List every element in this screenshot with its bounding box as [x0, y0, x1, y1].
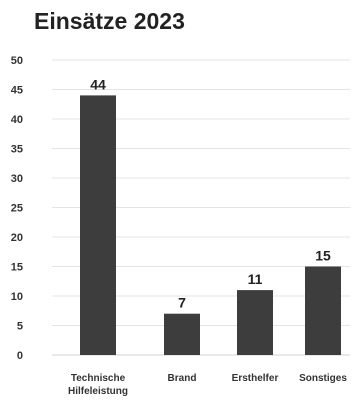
data-label: 11 [248, 271, 263, 287]
x-tick-label: Brand [168, 373, 197, 384]
x-tick-label: Ersthelfer [232, 373, 279, 384]
y-tick-label: 40 [11, 114, 23, 126]
x-tick-label: Technische [71, 373, 126, 384]
x-tick-label: Hilfeleistung [68, 386, 128, 397]
y-tick-label: 35 [11, 144, 23, 156]
data-label: 15 [315, 248, 331, 264]
chart-title: Einsätze 2023 [34, 8, 185, 34]
y-tick-label: 50 [11, 55, 23, 67]
x-tick-label: Sonstiges [299, 373, 347, 384]
y-tick-label: 45 [11, 85, 23, 97]
bar [164, 313, 200, 355]
y-tick-label: 15 [11, 262, 23, 274]
y-tick-label: 20 [11, 232, 23, 244]
data-labels: 44 7 11 15 [90, 76, 331, 310]
y-tick-label: 25 [11, 203, 23, 215]
y-tick-label: 0 [17, 350, 23, 362]
y-tick-label: 5 [17, 321, 23, 333]
x-axis: Technische Hilfeleistung Brand Ersthelfer So… [68, 373, 347, 397]
bar [305, 266, 341, 355]
bar [237, 290, 273, 355]
data-label: 44 [90, 76, 106, 92]
y-axis: 0 5 10 15 20 25 30 35 40 45 50 [11, 55, 23, 362]
bar [80, 95, 116, 356]
data-label: 7 [178, 295, 186, 311]
bars [80, 95, 341, 356]
y-tick-label: 30 [11, 173, 23, 185]
y-tick-label: 10 [11, 291, 23, 303]
